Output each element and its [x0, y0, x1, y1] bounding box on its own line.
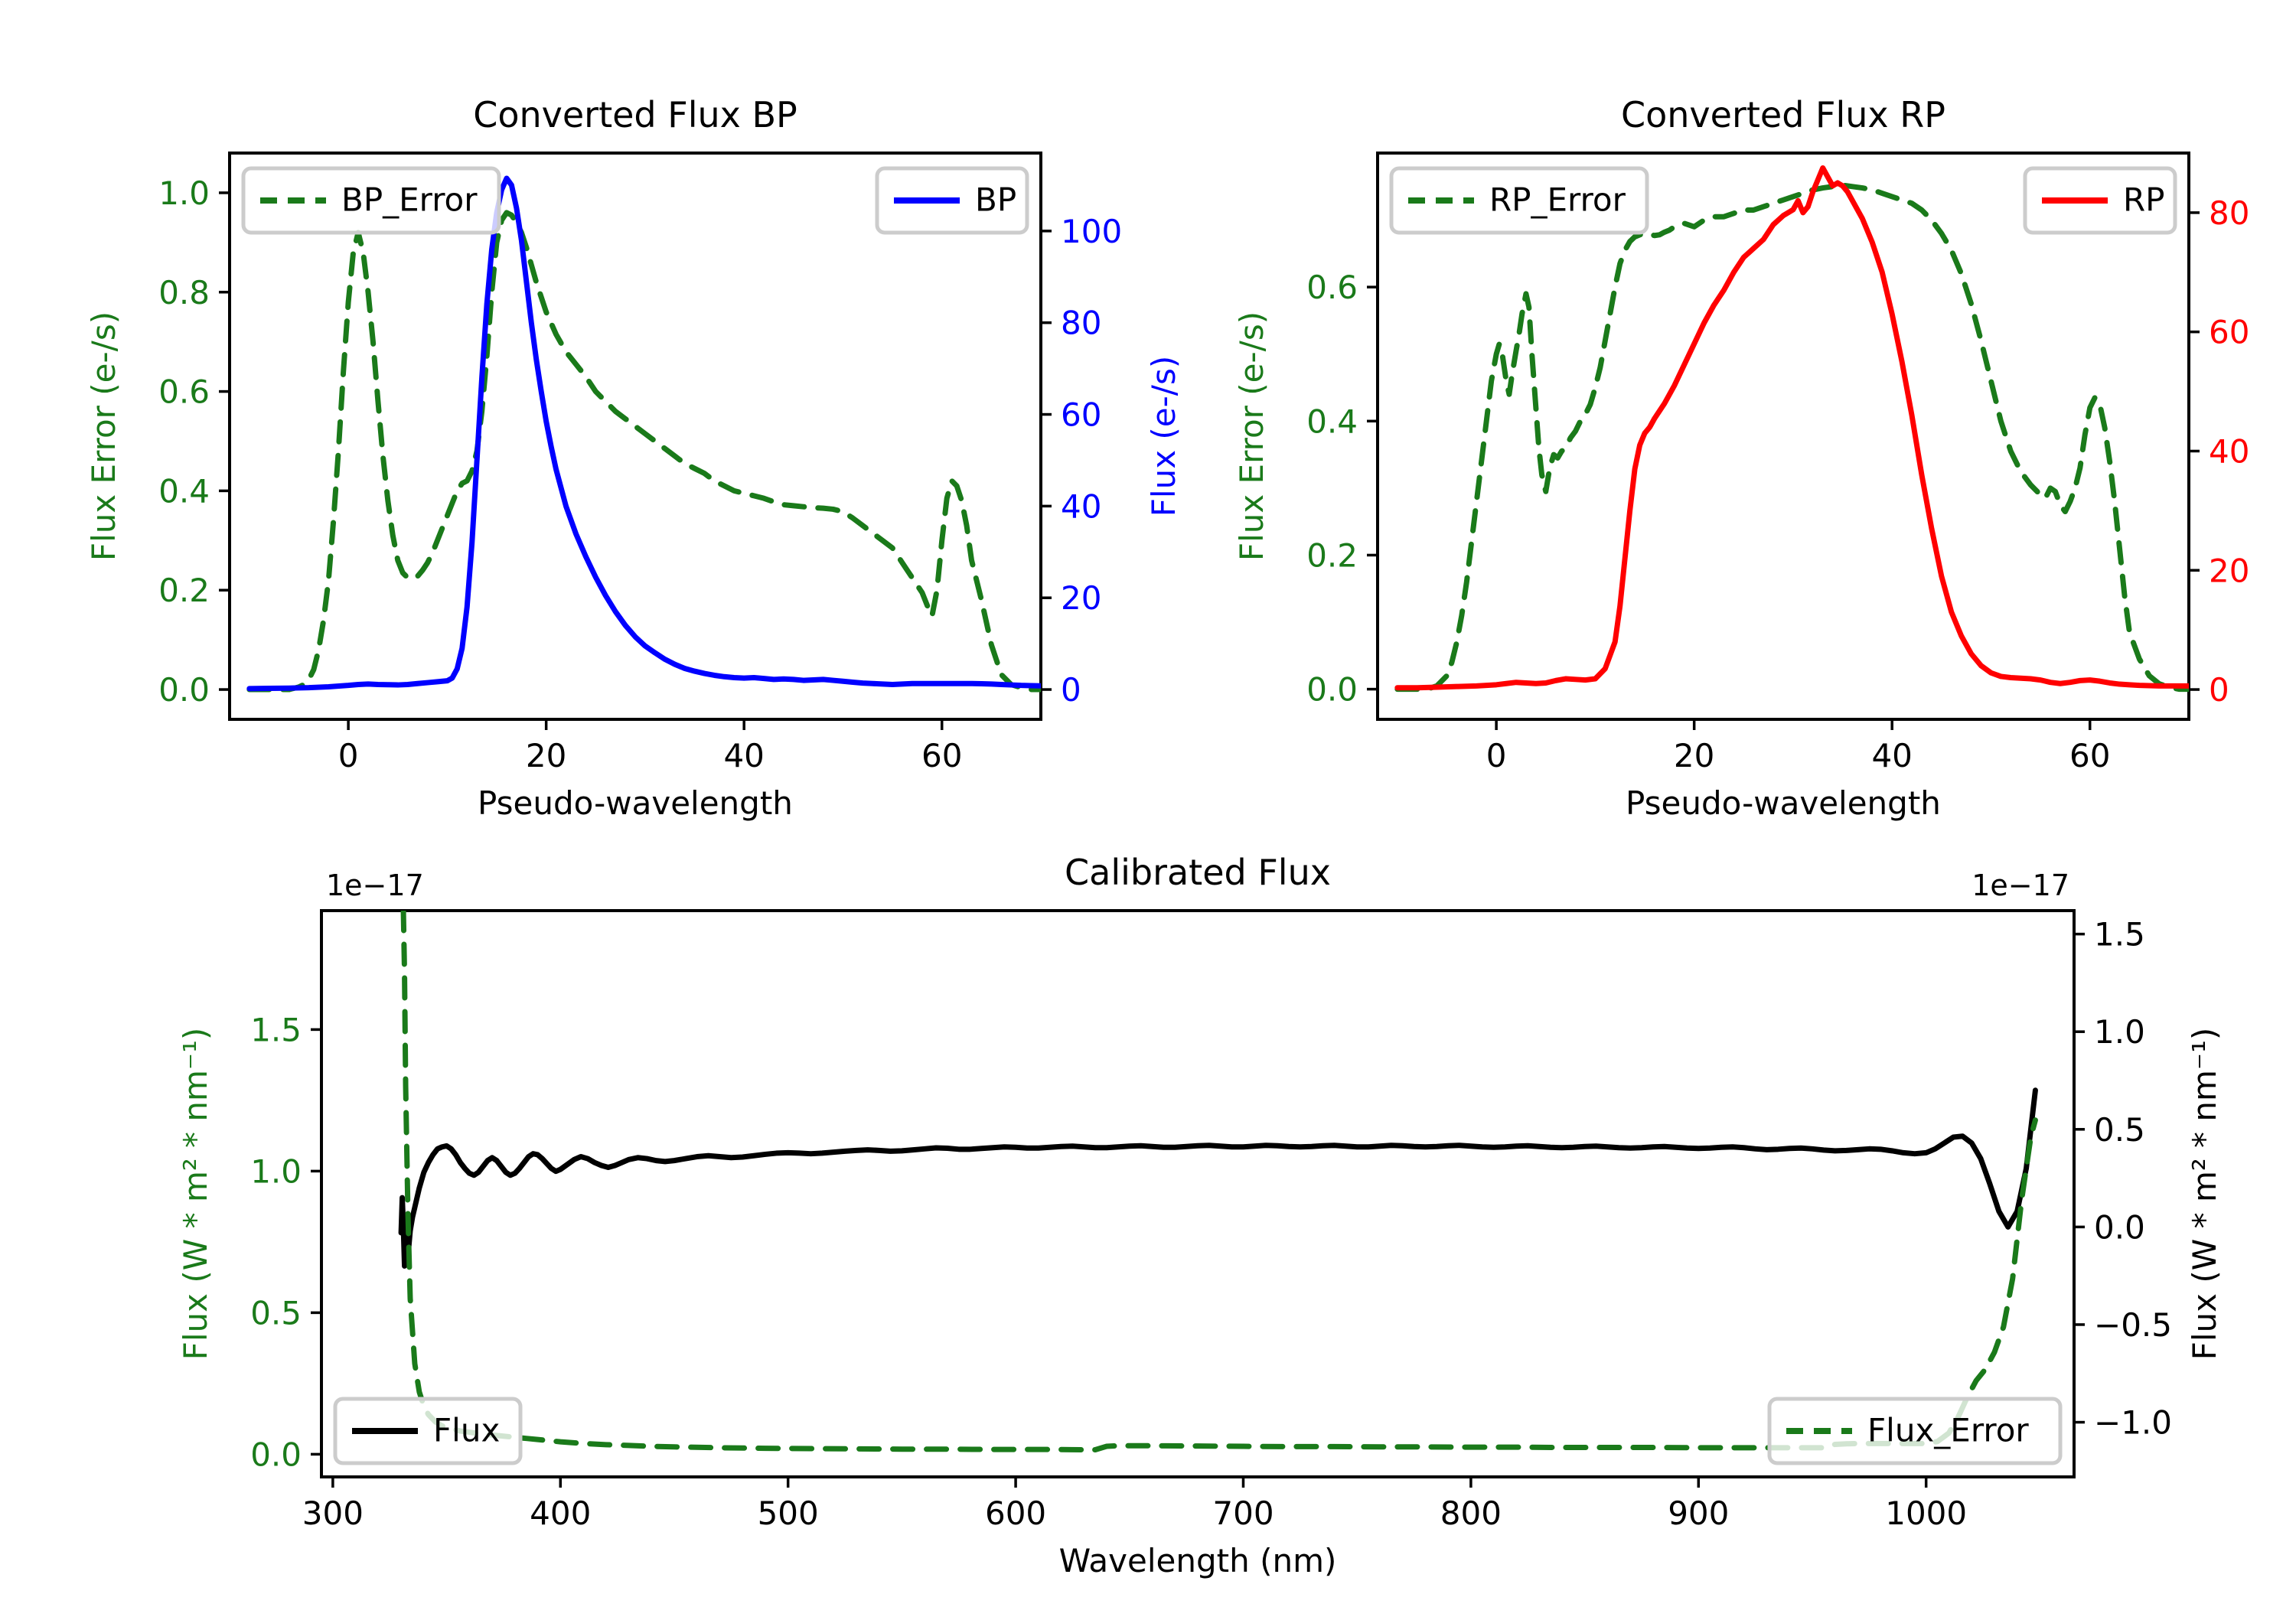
legend-frame [1389, 166, 1649, 235]
x-tick-label: 0 [338, 737, 359, 774]
x-tick-label: 60 [921, 737, 962, 774]
right-y-axis-label: Flux (e-/s) [2293, 356, 2296, 517]
right-y-tick-label: 0 [1061, 671, 1081, 709]
legend-label: Flux_Error [1867, 1412, 2029, 1449]
x-tick-label: 500 [758, 1495, 819, 1532]
right-y-axis-label: Flux (e-/s) [1145, 356, 1182, 517]
bp-chart-svg: Converted Flux BP 0 20 40 60 Pseudo-wavelengt… [85, 94, 1182, 822]
legend-frame [241, 166, 501, 235]
legend-flux_error[interactable]: Flux_Error [1767, 1397, 2063, 1465]
series-line-flux [398, 1087, 2038, 1269]
x-tick-label: 0 [1486, 737, 1507, 774]
left-y-tick-label: 0.4 [158, 472, 210, 510]
left-y-tick-label: 0.2 [1306, 536, 1358, 574]
left-y-tick-label: 0.0 [158, 671, 210, 709]
legend-bp[interactable]: BP [875, 166, 1029, 235]
left-y-tick-label: 0.6 [1306, 269, 1358, 306]
right-y-tick-label: 1.0 [2094, 1013, 2145, 1051]
left-y-tick-label: 0.8 [158, 274, 210, 311]
legend-bp_error[interactable]: BP_Error [241, 166, 501, 235]
series-line-rp [1394, 165, 2189, 691]
legend-rp_error[interactable]: RP_Error [1389, 166, 1649, 235]
series-line-bp [246, 175, 1041, 692]
left-y-tick-label: 0.0 [1306, 671, 1358, 709]
x-tick-label: 40 [1871, 737, 1912, 774]
right-y-tick-label: 0.5 [2094, 1111, 2145, 1149]
right-axis-offset-text: 1e−17 [1971, 869, 2069, 902]
left-y-axis-label: Flux (W * m² * nm⁻¹) [177, 1028, 214, 1361]
x-axis-label: Pseudo-wavelength [478, 784, 793, 822]
x-axis-label: Pseudo-wavelength [1626, 784, 1941, 822]
right-y-tick-label: 0.0 [2094, 1208, 2145, 1246]
x-tick-label: 300 [302, 1495, 364, 1532]
left-y-tick-label: 1.5 [250, 1011, 302, 1048]
left-y-tick-label: 1.0 [250, 1152, 302, 1190]
legend-rp[interactable]: RP [2023, 166, 2177, 235]
right-y-tick-label: 0 [2209, 671, 2229, 709]
rp-chart-svg: Converted Flux RP 0 20 40 60 Pseudo-wavelengt… [1233, 94, 2296, 822]
left-y-tick-label: 0.5 [250, 1294, 302, 1332]
left-y-tick-label: 1.0 [158, 174, 210, 212]
left-y-tick-label: 0.6 [158, 373, 210, 411]
x-tick-label: 400 [530, 1495, 591, 1532]
panel-calibrated-flux: Calibrated Flux 1e−17 1e−17 300 400 500 600 700… [0, 811, 2296, 1607]
series-line-flux_error [400, 911, 2038, 1452]
axes-frame [320, 909, 2076, 1478]
legend-label: BP_Error [341, 181, 478, 219]
x-tick-label: 20 [526, 737, 566, 774]
left-axis-offset-text: 1e−17 [326, 869, 424, 902]
left-y-axis-label: Flux Error (e-/s) [1233, 311, 1270, 561]
x-tick-label: 20 [1674, 737, 1714, 774]
right-y-tick-label: 40 [2209, 432, 2249, 470]
right-y-tick-label: −0.5 [2094, 1306, 2172, 1344]
right-y-tick-label: 80 [2209, 194, 2249, 232]
right-y-tick-label: 40 [1061, 487, 1101, 525]
right-y-tick-label: 20 [1061, 579, 1101, 617]
panel-converted-flux-rp: Converted Flux RP 0 20 40 60 Pseudo-wavelengt… [1148, 0, 2296, 822]
legend-label: Flux [433, 1412, 500, 1449]
calibrated-chart-svg: Calibrated Flux 1e−17 1e−17 300 400 500 600 700… [177, 852, 2223, 1579]
right-y-tick-label: 60 [2209, 314, 2249, 351]
right-y-tick-label: −1.0 [2094, 1404, 2172, 1442]
left-y-tick-label: 0.4 [1306, 403, 1358, 440]
panel-title: Converted Flux RP [1621, 94, 1945, 135]
right-y-tick-label: 60 [1061, 396, 1101, 434]
x-tick-label: 60 [2069, 737, 2110, 774]
legend-frame [333, 1397, 523, 1465]
right-y-axis-label: Flux (W * m² * nm⁻¹) [2186, 1028, 2223, 1361]
right-y-tick-label: 100 [1061, 213, 1122, 250]
legend-frame [1767, 1397, 2063, 1465]
legend-label: BP [975, 181, 1016, 219]
axes-frame [1376, 152, 2190, 721]
series-line-bp_error [246, 210, 1041, 693]
legend-label: RP_Error [1489, 181, 1626, 219]
x-tick-label: 900 [1668, 1495, 1729, 1532]
panel-converted-flux-bp: Converted Flux BP 0 20 40 60 Pseudo-wavelengt… [0, 0, 1182, 822]
legend-flux[interactable]: Flux [333, 1397, 523, 1465]
x-tick-label: 600 [985, 1495, 1046, 1532]
series-line-rp_error [1394, 182, 2189, 693]
right-y-tick-label: 1.5 [2094, 916, 2145, 953]
left-y-tick-label: 0.2 [158, 572, 210, 609]
x-tick-label: 40 [723, 737, 764, 774]
x-axis-label: Wavelength (nm) [1059, 1542, 1337, 1579]
x-tick-label: 1000 [1885, 1495, 1967, 1532]
x-tick-label: 700 [1212, 1495, 1274, 1532]
right-y-tick-label: 80 [1061, 305, 1101, 342]
x-tick-label: 800 [1440, 1495, 1502, 1532]
left-y-tick-label: 0.0 [250, 1436, 302, 1473]
right-y-tick-label: 20 [2209, 552, 2249, 589]
panel-title: Converted Flux BP [473, 94, 797, 135]
panel-title: Calibrated Flux [1065, 852, 1331, 893]
axes-frame [228, 152, 1042, 721]
left-y-axis-label: Flux Error (e-/s) [85, 311, 122, 561]
legend-label: RP [2123, 181, 2165, 219]
